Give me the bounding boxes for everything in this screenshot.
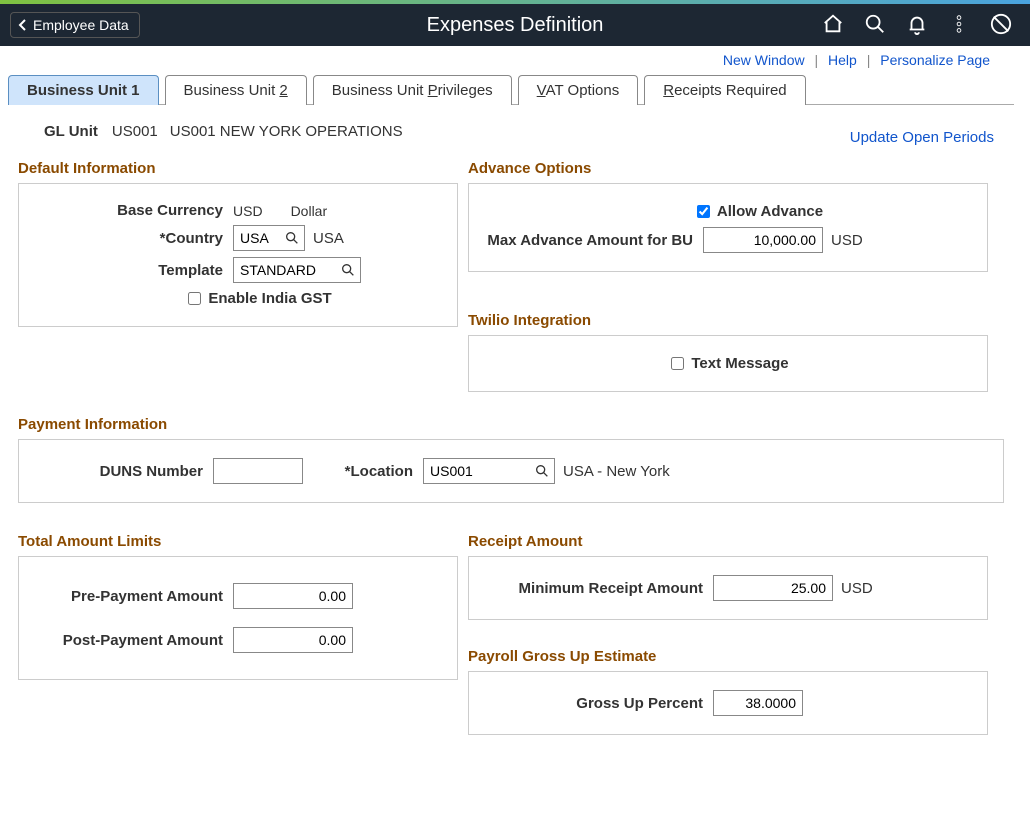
duns-label: DUNS Number: [33, 463, 213, 480]
gl-unit-row: GL Unit US001 US001 NEW YORK OPERATIONS: [8, 123, 850, 160]
location-label: *Location: [333, 463, 423, 480]
back-label: Employee Data: [33, 17, 129, 33]
max-advance-unit: USD: [831, 232, 863, 249]
advance-box: Allow Advance Max Advance Amount for BU …: [468, 183, 988, 272]
enable-gst-checkbox[interactable]: [188, 292, 201, 305]
twilio-box: Text Message: [468, 335, 988, 392]
search-icon[interactable]: [864, 13, 886, 38]
template-input[interactable]: [240, 259, 336, 281]
limits-box: Pre-Payment Amount Post-Payment Amount: [18, 556, 458, 680]
base-currency-label: Base Currency: [33, 202, 233, 219]
post-payment-input[interactable]: [233, 627, 353, 653]
tab-label: Business Unit: [332, 82, 428, 99]
post-payment-label: Post-Payment Amount: [33, 632, 233, 649]
country-input[interactable]: [240, 227, 280, 249]
min-receipt-label: Minimum Receipt Amount: [483, 580, 713, 597]
tab-label: AT Options: [546, 82, 620, 99]
tab-receipts-required[interactable]: Receipts Required: [644, 75, 805, 105]
tab-row: Business Unit 1 Business Unit 2 Business…: [8, 74, 1014, 105]
chevron-left-icon: [17, 18, 29, 32]
max-advance-label: Max Advance Amount for BU: [483, 232, 703, 249]
content-scroll[interactable]: New Window | Help | Personalize Page Bus…: [0, 46, 1014, 820]
gl-unit-code: US001: [112, 123, 158, 140]
twilio-title: Twilio Integration: [468, 312, 988, 329]
enable-gst-label: Enable India GST: [208, 290, 331, 307]
duns-input[interactable]: [213, 458, 303, 484]
template-lookup[interactable]: [233, 257, 361, 283]
tab-vat-options[interactable]: VAT Options: [518, 75, 639, 105]
limits-title: Total Amount Limits: [18, 533, 458, 550]
header-actions: [822, 13, 1020, 38]
gl-unit-desc: US001 NEW YORK OPERATIONS: [170, 123, 403, 140]
allow-advance-label: Allow Advance: [717, 203, 823, 220]
tab-accesskey: P: [428, 82, 438, 99]
gross-up-input[interactable]: [713, 690, 803, 716]
default-info-title: Default Information: [18, 160, 458, 177]
text-message-label: Text Message: [691, 355, 788, 372]
page-title: Expenses Definition: [427, 14, 604, 37]
lookup-icon[interactable]: [284, 230, 300, 246]
payment-box: DUNS Number *Location USA - New York: [18, 439, 1004, 503]
location-lookup[interactable]: [423, 458, 555, 484]
tab-accesskey: R: [663, 82, 674, 99]
personalize-link[interactable]: Personalize Page: [880, 52, 990, 68]
app-header: Employee Data Expenses Definition: [0, 4, 1030, 46]
actions-icon[interactable]: [948, 13, 970, 38]
advance-title: Advance Options: [468, 160, 988, 177]
new-window-link[interactable]: New Window: [723, 52, 805, 68]
gl-unit-label: GL Unit: [44, 123, 98, 140]
home-icon[interactable]: [822, 13, 844, 38]
tab-label: rivileges: [438, 82, 493, 99]
allow-advance-checkbox[interactable]: [697, 205, 710, 218]
country-desc: USA: [313, 230, 344, 247]
text-message-checkbox[interactable]: [671, 357, 684, 370]
tab-business-unit-2[interactable]: Business Unit 2: [165, 75, 307, 105]
tab-accesskey: 2: [279, 82, 287, 99]
payroll-box: Gross Up Percent: [468, 671, 988, 735]
country-lookup[interactable]: [233, 225, 305, 251]
base-currency-desc: Dollar: [291, 203, 328, 219]
tab-business-unit-1[interactable]: Business Unit 1: [8, 75, 159, 105]
link-separator: |: [809, 52, 825, 68]
max-advance-input[interactable]: [703, 227, 823, 253]
base-currency-code: USD: [233, 203, 263, 219]
min-receipt-unit: USD: [841, 580, 873, 597]
back-button[interactable]: Employee Data: [10, 12, 140, 38]
tab-label: Business Unit 1: [27, 82, 140, 99]
pre-payment-input[interactable]: [233, 583, 353, 609]
tab-label: Business Unit: [184, 82, 280, 99]
receipt-box: Minimum Receipt Amount USD: [468, 556, 988, 620]
tab-label: eceipts Required: [674, 82, 787, 99]
country-label: *Country: [33, 230, 233, 247]
link-separator: |: [861, 52, 877, 68]
navbar-icon[interactable]: [990, 13, 1012, 38]
lookup-icon[interactable]: [534, 463, 550, 479]
tab-business-unit-privileges[interactable]: Business Unit Privileges: [313, 75, 512, 105]
receipt-title: Receipt Amount: [468, 533, 988, 550]
top-links: New Window | Help | Personalize Page: [8, 46, 1014, 70]
location-desc: USA - New York: [563, 463, 670, 480]
tab-accesskey: V: [537, 82, 546, 99]
min-receipt-input[interactable]: [713, 575, 833, 601]
payroll-title: Payroll Gross Up Estimate: [468, 648, 988, 665]
default-info-box: Base Currency USD Dollar *Country USA Te…: [18, 183, 458, 327]
update-open-periods-link[interactable]: Update Open Periods: [850, 129, 994, 146]
location-input[interactable]: [430, 460, 530, 482]
notifications-icon[interactable]: [906, 13, 928, 38]
template-label: Template: [33, 262, 233, 279]
pre-payment-label: Pre-Payment Amount: [33, 588, 233, 605]
help-link[interactable]: Help: [828, 52, 857, 68]
lookup-icon[interactable]: [340, 262, 356, 278]
gross-up-label: Gross Up Percent: [483, 695, 713, 712]
payment-title: Payment Information: [18, 416, 1004, 433]
